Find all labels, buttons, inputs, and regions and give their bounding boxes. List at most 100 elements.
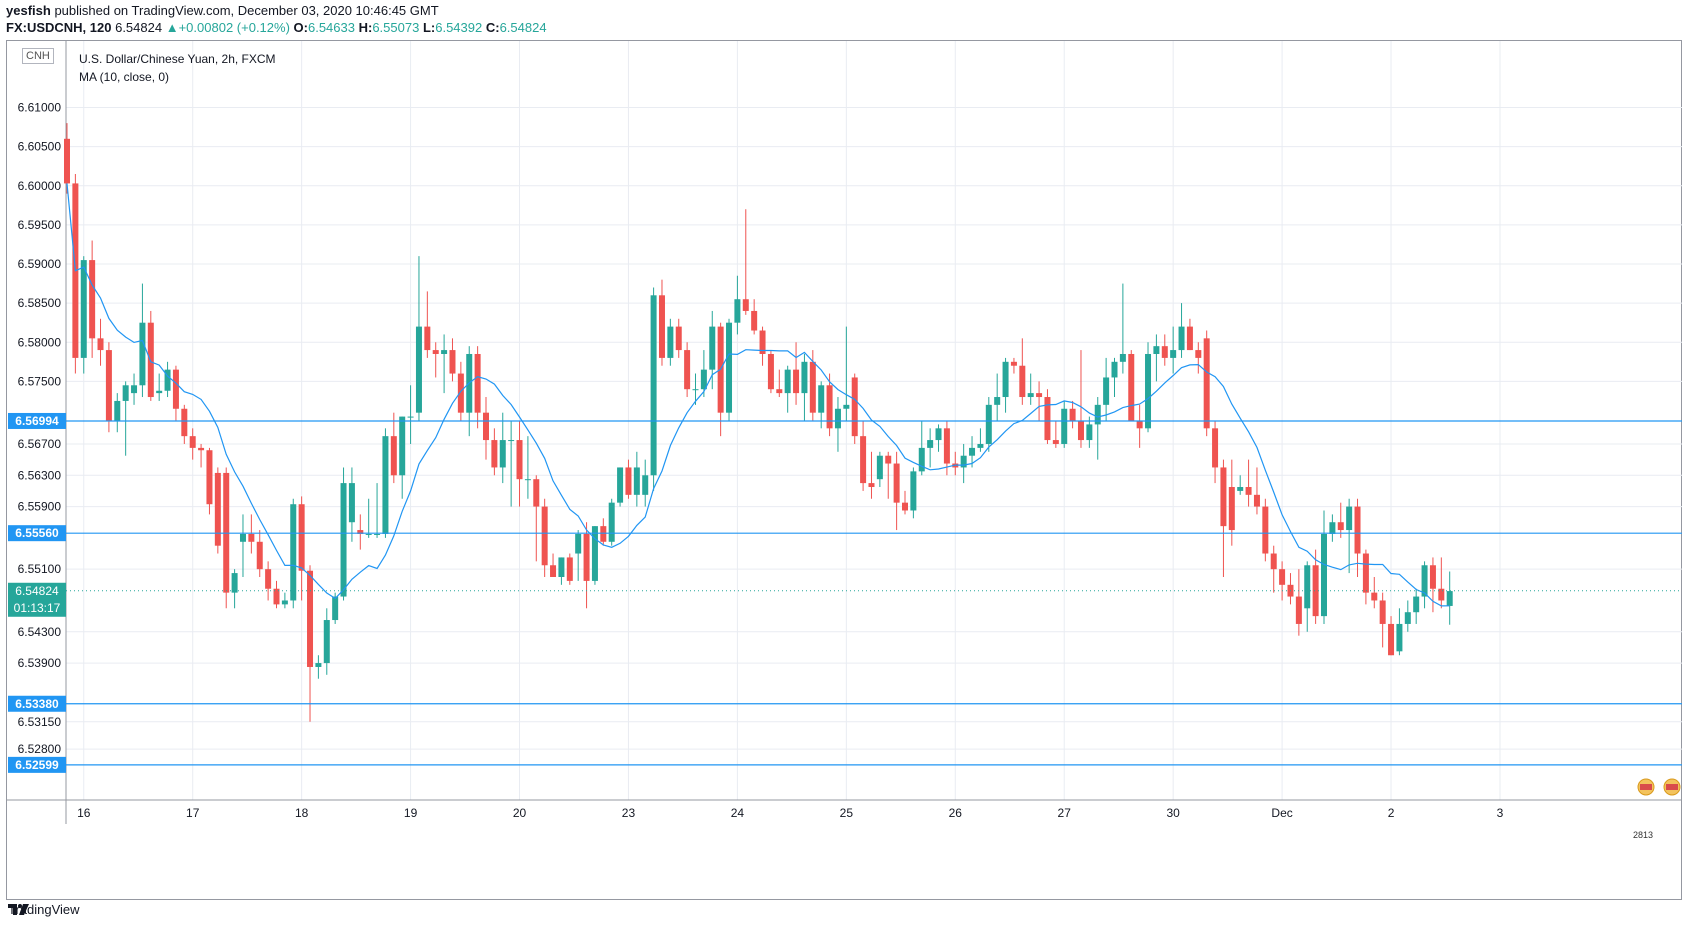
candle-body [860, 436, 867, 484]
high-label: H: [358, 20, 373, 35]
candle-body [583, 533, 590, 581]
published-text: published on TradingView.com, December 0… [54, 3, 439, 18]
level-price-tag [8, 412, 66, 429]
candle-body [885, 455, 892, 464]
candle-body [1136, 420, 1143, 429]
level-price-label: 6.55560 [15, 526, 59, 540]
candle-body [256, 541, 263, 570]
level-price-tag [8, 756, 66, 773]
candle-body [1002, 361, 1009, 398]
x-tick-label: 20 [513, 806, 527, 820]
candle-body [348, 483, 355, 523]
candle-body [742, 299, 749, 311]
candle-body [985, 404, 992, 444]
candle-body [248, 533, 255, 542]
candle-body [80, 260, 87, 358]
candle-body [684, 350, 691, 390]
candle-body [927, 440, 934, 448]
candle-body [139, 322, 146, 386]
candle-body [499, 440, 506, 468]
candle-body [893, 463, 900, 503]
candle-body [667, 326, 674, 358]
candle-body [1036, 393, 1043, 398]
candle-body [1312, 565, 1319, 617]
candle-body [399, 416, 406, 476]
candle-body [1161, 346, 1168, 358]
countdown-label: 01:13:17 [14, 601, 61, 615]
candle-body [943, 428, 950, 464]
x-tick-label: 3 [1497, 806, 1504, 820]
candle-body [1346, 506, 1353, 531]
candle-body [1362, 553, 1369, 593]
y-tick-label: 6.53150 [18, 715, 62, 729]
chart-title[interactable]: U.S. Dollar/Chinese Yuan, 2h, FXCM [79, 52, 276, 66]
y-tick-label: 6.54300 [18, 625, 62, 639]
candle-body [1279, 569, 1286, 585]
candle-body [156, 390, 163, 394]
candle-body [793, 369, 800, 394]
candle-body [290, 504, 297, 601]
candle-body [1245, 487, 1252, 495]
y-tick-label: 6.59500 [18, 218, 62, 232]
candle-body [1203, 338, 1210, 429]
candle-body [843, 404, 850, 409]
candle-body [617, 467, 624, 503]
candle-body [910, 471, 917, 511]
candle-body [1228, 487, 1235, 531]
candle-body [298, 504, 305, 571]
candle-body [826, 385, 833, 429]
x-tick-label: 25 [840, 806, 854, 820]
candle-body [994, 397, 1001, 405]
x-tick-label: 27 [1058, 806, 1072, 820]
candle-body [1438, 588, 1445, 601]
candle-body [1061, 408, 1068, 444]
x-tick-label: 19 [404, 806, 418, 820]
candle-body [625, 467, 632, 495]
open-value: 6.54633 [307, 20, 355, 35]
candle-body [214, 472, 221, 546]
corner-badge: 2813 [1633, 830, 1654, 840]
candle-body [307, 570, 314, 667]
y-tick-label: 6.59000 [18, 257, 62, 271]
candle-body [273, 588, 280, 605]
y-tick-label: 6.56700 [18, 437, 62, 451]
candle-body [1354, 506, 1361, 554]
candle-body [533, 479, 540, 507]
candle-body [834, 408, 841, 429]
candle-body [340, 483, 347, 597]
candle-body [1321, 533, 1327, 617]
candle-body [608, 502, 615, 542]
x-tick-label: 17 [186, 806, 200, 820]
x-tick-label: Dec [1271, 806, 1292, 820]
y-tick-label: 6.56300 [18, 468, 62, 482]
candle-body [407, 416, 414, 418]
candle-body [868, 483, 875, 488]
candle-body [164, 369, 171, 391]
candle-body [181, 408, 188, 437]
candle-body [1145, 353, 1152, 429]
candle-body [558, 557, 565, 577]
close-label: C: [485, 20, 500, 35]
candle-body [767, 353, 774, 390]
candle-body [105, 350, 112, 421]
candle-body [1253, 494, 1260, 507]
y-tick-label: 6.60500 [18, 140, 62, 154]
indicator-legend[interactable]: MA (10, close, 0) [79, 70, 170, 84]
level-price-label: 6.52599 [15, 758, 59, 772]
publish-line: yesfish published on TradingView.com, De… [6, 3, 439, 18]
candle-body [1086, 424, 1093, 441]
candle-body [432, 350, 439, 354]
y-tick-label: 6.52800 [18, 742, 62, 756]
candle-body [1186, 326, 1193, 351]
footer-brand[interactable]: TradingView [8, 902, 80, 917]
candle-body [441, 350, 448, 354]
publisher-name[interactable]: yesfish [6, 3, 51, 18]
candle-body [114, 400, 121, 421]
high-value: 6.55073 [372, 20, 420, 35]
candle-body [1237, 487, 1244, 491]
candle-body [876, 455, 883, 480]
candle-body [675, 326, 682, 351]
chart-frame [6, 40, 1682, 900]
up-arrow-icon: ▲ [165, 20, 179, 35]
